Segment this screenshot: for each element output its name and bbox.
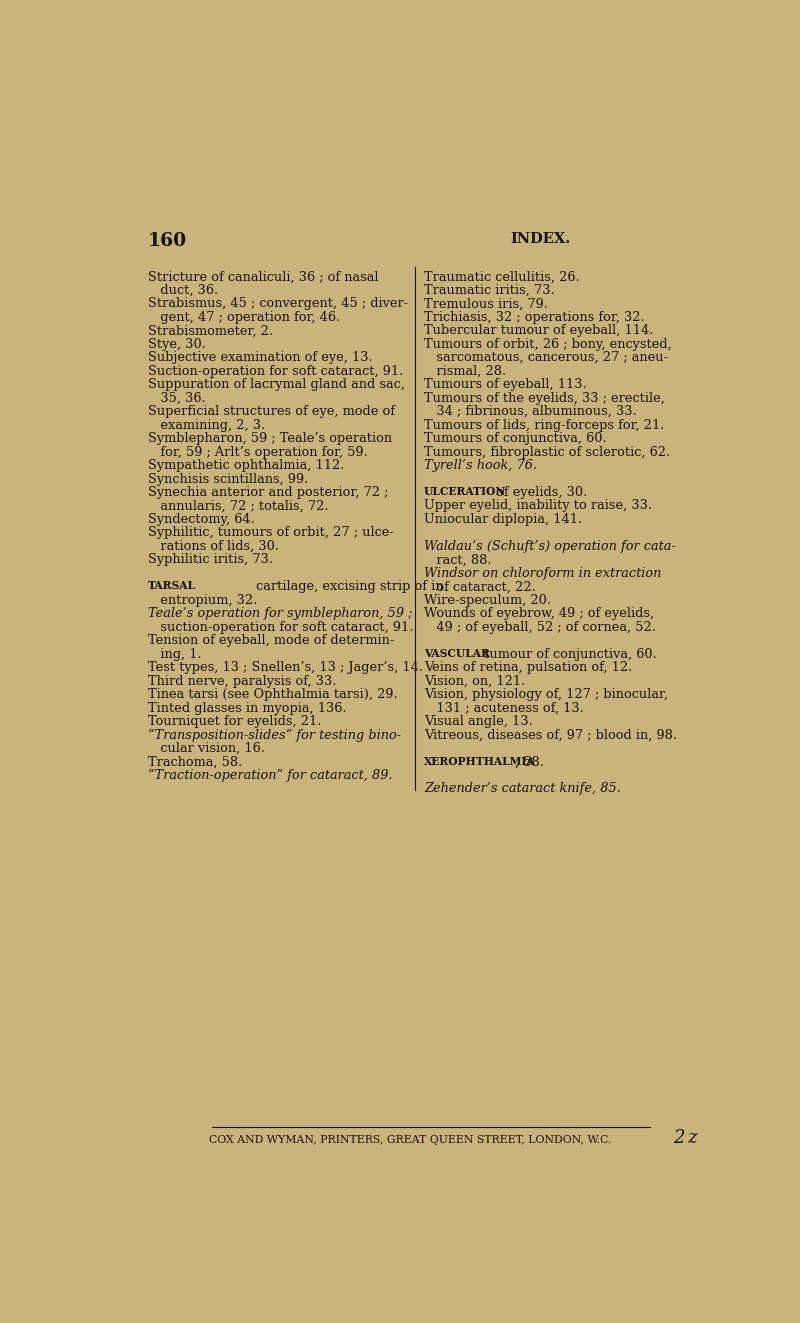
Text: Synechia anterior and posterior, 72 ;: Synechia anterior and posterior, 72 ; <box>148 486 389 499</box>
Text: ULCERATION: ULCERATION <box>424 486 506 497</box>
Text: Synchisis scintillans, 99.: Synchisis scintillans, 99. <box>148 472 308 486</box>
Text: tumour of conjunctiva, 60.: tumour of conjunctiva, 60. <box>480 648 656 660</box>
Text: Wounds of eyebrow, 49 ; of eyelids,: Wounds of eyebrow, 49 ; of eyelids, <box>424 607 654 620</box>
Text: Tumours of lids, ring-forceps for, 21.: Tumours of lids, ring-forceps for, 21. <box>424 418 664 431</box>
Text: 131 ; acuteness of, 13.: 131 ; acuteness of, 13. <box>424 701 584 714</box>
Text: 35, 36.: 35, 36. <box>148 392 206 405</box>
Text: ract, 88.: ract, 88. <box>424 553 491 566</box>
Text: sarcomatous, cancerous, 27 ; aneu-: sarcomatous, cancerous, 27 ; aneu- <box>424 352 668 364</box>
Text: Traumatic cellulitis, 26.: Traumatic cellulitis, 26. <box>424 270 579 283</box>
Text: Strabismometer, 2.: Strabismometer, 2. <box>148 324 273 337</box>
Text: of eyelids, 30.: of eyelids, 30. <box>492 486 587 499</box>
Text: TARSAL: TARSAL <box>148 581 196 591</box>
Text: entropium, 32.: entropium, 32. <box>148 594 258 607</box>
Text: Tumours of orbit, 26 ; bony, encysted,: Tumours of orbit, 26 ; bony, encysted, <box>424 337 672 351</box>
Text: Subjective examination of eye, 13.: Subjective examination of eye, 13. <box>148 352 373 364</box>
Text: 34 ; fibrinous, albuminous, 33.: 34 ; fibrinous, albuminous, 33. <box>424 405 637 418</box>
Text: Uniocular diplopia, 141.: Uniocular diplopia, 141. <box>424 513 582 527</box>
Text: Upper eyelid, inability to raise, 33.: Upper eyelid, inability to raise, 33. <box>424 500 652 512</box>
Text: Stye, 30.: Stye, 30. <box>148 337 206 351</box>
Text: Sympathetic ophthalmia, 112.: Sympathetic ophthalmia, 112. <box>148 459 345 472</box>
Text: , 58.: , 58. <box>515 755 544 769</box>
Text: VASCULAR: VASCULAR <box>424 648 490 659</box>
Text: Tension of eyeball, mode of determin-: Tension of eyeball, mode of determin- <box>148 634 394 647</box>
Text: Tumours of eyeball, 113.: Tumours of eyeball, 113. <box>424 378 586 392</box>
Text: cular vision, 16.: cular vision, 16. <box>148 742 265 755</box>
Text: Teale’s operation for symblepharon, 59 ;: Teale’s operation for symblepharon, 59 ; <box>148 607 413 620</box>
Text: Vision, on, 121.: Vision, on, 121. <box>424 675 526 688</box>
Text: COX AND WYMAN, PRINTERS, GREAT QUEEN STREET, LONDON, W.C.: COX AND WYMAN, PRINTERS, GREAT QUEEN STR… <box>209 1135 611 1146</box>
Text: Vision, physiology of, 127 ; binocular,: Vision, physiology of, 127 ; binocular, <box>424 688 668 701</box>
Text: Visual angle, 13.: Visual angle, 13. <box>424 716 533 728</box>
Text: rismal, 28.: rismal, 28. <box>424 365 506 378</box>
Text: Tumours of conjunctiva, 60.: Tumours of conjunctiva, 60. <box>424 433 606 445</box>
Text: “Transposition-slides” for testing bino-: “Transposition-slides” for testing bino- <box>148 729 401 742</box>
Text: XEROPHTHALMIA: XEROPHTHALMIA <box>424 755 535 766</box>
Text: examining, 2, 3.: examining, 2, 3. <box>148 418 265 431</box>
Text: duct, 36.: duct, 36. <box>148 284 218 296</box>
Text: 49 ; of eyeball, 52 ; of cornea, 52.: 49 ; of eyeball, 52 ; of cornea, 52. <box>424 620 656 634</box>
Text: Tumours of the eyelids, 33 ; erectile,: Tumours of the eyelids, 33 ; erectile, <box>424 392 665 405</box>
Text: Syphilitic iritis, 73.: Syphilitic iritis, 73. <box>148 553 273 566</box>
Text: Suppuration of lacrymal gland and sac,: Suppuration of lacrymal gland and sac, <box>148 378 405 392</box>
Text: Symblepharon, 59 ; Teale’s operation: Symblepharon, 59 ; Teale’s operation <box>148 433 392 445</box>
Text: Superficial structures of eye, mode of: Superficial structures of eye, mode of <box>148 405 395 418</box>
Text: gent, 47 ; operation for, 46.: gent, 47 ; operation for, 46. <box>148 311 340 324</box>
Text: Tinea tarsi (see Ophthalmia tarsi), 29.: Tinea tarsi (see Ophthalmia tarsi), 29. <box>148 688 398 701</box>
Text: Tinted glasses in myopia, 136.: Tinted glasses in myopia, 136. <box>148 701 346 714</box>
Text: Strabismus, 45 ; convergent, 45 ; diver-: Strabismus, 45 ; convergent, 45 ; diver- <box>148 298 408 311</box>
Text: 160: 160 <box>148 232 187 250</box>
Text: Wire-speculum, 20.: Wire-speculum, 20. <box>424 594 551 607</box>
Text: INDEX.: INDEX. <box>510 232 571 246</box>
Text: ing, 1.: ing, 1. <box>148 648 202 660</box>
Text: Tubercular tumour of eyeball, 114.: Tubercular tumour of eyeball, 114. <box>424 324 654 337</box>
Text: 2 z: 2 z <box>674 1129 698 1147</box>
Text: of cataract, 22.: of cataract, 22. <box>424 581 536 593</box>
Text: annularis, 72 ; totalis, 72.: annularis, 72 ; totalis, 72. <box>148 500 329 512</box>
Text: Test types, 13 ; Snellen’s, 13 ; Jager’s, 14.: Test types, 13 ; Snellen’s, 13 ; Jager’s… <box>148 662 423 675</box>
Text: suction-operation for soft cataract, 91.: suction-operation for soft cataract, 91. <box>148 620 414 634</box>
Text: Veins of retina, pulsation of, 12.: Veins of retina, pulsation of, 12. <box>424 662 632 675</box>
Text: “Traction-operation” for cataract, 89.: “Traction-operation” for cataract, 89. <box>148 769 393 782</box>
Text: Zehender’s cataract knife, 85.: Zehender’s cataract knife, 85. <box>424 782 621 795</box>
Text: Tyrell’s hook, 76.: Tyrell’s hook, 76. <box>424 459 537 472</box>
Text: Tumours, fibroplastic of sclerotic, 62.: Tumours, fibroplastic of sclerotic, 62. <box>424 446 670 459</box>
Text: Syndectomy, 64.: Syndectomy, 64. <box>148 513 254 527</box>
Text: cartilage, excising strip of in: cartilage, excising strip of in <box>252 581 443 593</box>
Text: Tremulous iris, 79.: Tremulous iris, 79. <box>424 298 548 311</box>
Text: Third nerve, paralysis of, 33.: Third nerve, paralysis of, 33. <box>148 675 337 688</box>
Text: Trachoma, 58.: Trachoma, 58. <box>148 755 242 769</box>
Text: Syphilitic, tumours of orbit, 27 ; ulce-: Syphilitic, tumours of orbit, 27 ; ulce- <box>148 527 394 540</box>
Text: for, 59 ; Arlt’s operation for, 59.: for, 59 ; Arlt’s operation for, 59. <box>148 446 368 459</box>
Text: Waldau’s (Schuft’s) operation for cata-: Waldau’s (Schuft’s) operation for cata- <box>424 540 676 553</box>
Text: Windsor on chloroform in extraction: Windsor on chloroform in extraction <box>424 566 662 579</box>
Text: Traumatic iritis, 73.: Traumatic iritis, 73. <box>424 284 554 296</box>
Text: Trichiasis, 32 ; operations for, 32.: Trichiasis, 32 ; operations for, 32. <box>424 311 645 324</box>
Text: rations of lids, 30.: rations of lids, 30. <box>148 540 279 553</box>
Text: Stricture of canaliculi, 36 ; of nasal: Stricture of canaliculi, 36 ; of nasal <box>148 270 378 283</box>
Text: Tourniquet for eyelids, 21.: Tourniquet for eyelids, 21. <box>148 716 322 728</box>
Text: Vitreous, diseases of, 97 ; blood in, 98.: Vitreous, diseases of, 97 ; blood in, 98… <box>424 729 677 742</box>
Text: Suction-operation for soft cataract, 91.: Suction-operation for soft cataract, 91. <box>148 365 403 378</box>
